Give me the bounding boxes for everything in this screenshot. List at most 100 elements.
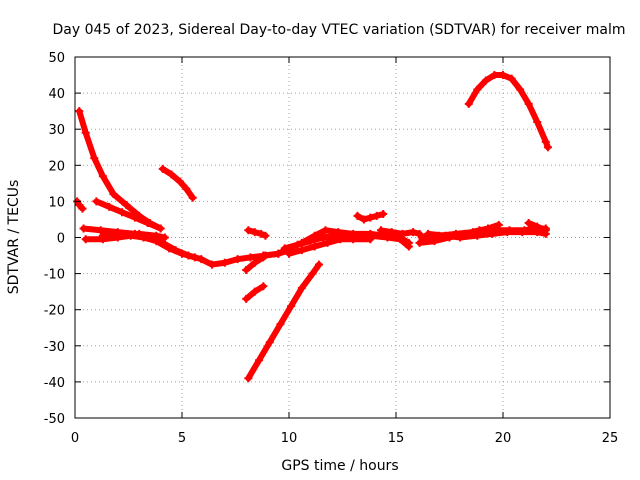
data-point [417,233,426,242]
y-tick-label: 10 [48,195,65,210]
x-tick-label: 0 [71,431,79,446]
y-tick-label: -30 [44,340,65,355]
data-point [79,224,88,233]
data-point [481,76,490,85]
data-point [349,235,358,244]
data-point [409,228,418,237]
data-point [473,85,482,94]
series-track-15 [353,210,388,224]
data-point [160,233,169,242]
data-point [130,213,139,222]
data-point [543,143,552,152]
data-point [135,229,144,238]
data-point [152,231,161,240]
data-point [464,99,473,108]
data-point [259,251,268,260]
data-point [261,231,270,240]
data-point [387,228,396,237]
data-point [244,226,253,235]
data-point [293,240,302,249]
data-point [188,193,197,202]
data-point [244,374,253,383]
data-point [366,213,375,222]
y-tick-label: 50 [48,51,65,66]
data-point [377,226,386,235]
data-point [524,219,533,228]
data-point [182,184,191,193]
data-point [250,258,259,267]
y-tick-label: -10 [44,268,65,283]
data-point [118,208,127,217]
data-point [490,71,499,80]
data-point [366,235,375,244]
data-point [398,229,407,238]
data-point [541,137,550,146]
data-point [233,255,242,264]
data-point [109,190,118,199]
axis-ticks: 0 5 10 15 20 25 -50 -40 -30 -20 -10 0 10 20 30 40 50 [44,51,619,446]
data-point [484,224,493,233]
y-tick-label: 30 [48,123,65,138]
data-point [319,233,328,242]
data-point [96,226,105,235]
data-point [321,226,330,235]
x-tick-label: 5 [178,431,186,446]
series-line [465,72,551,151]
x-tick-label: 20 [495,431,512,446]
x-tick-label: 15 [388,431,405,446]
data-point [118,229,127,238]
data-point [246,253,255,262]
data-point [336,235,345,244]
series-track-4 [158,164,197,202]
data-point [499,71,507,80]
data-point [518,228,527,237]
x-tick-label: 10 [281,431,298,446]
y-tick-label: -40 [44,376,65,391]
data-point [372,211,381,220]
data-point [353,211,362,220]
data-point [524,99,533,108]
data-point [396,235,405,244]
y-tick-label: 20 [48,159,65,174]
data-point [276,320,285,329]
data-point [516,85,525,94]
data-point [250,228,259,237]
series-track-20 [524,219,550,235]
data-point [92,197,101,206]
data-point [379,210,388,219]
data-series [73,71,552,383]
y-tick-label: 40 [48,87,65,102]
x-axis-title: GPS time / hours [281,458,398,474]
data-point [255,356,264,365]
series-track-16 [377,226,424,238]
data-point [81,128,90,137]
data-point [75,107,84,116]
series-track-10 [242,282,268,303]
data-point [167,170,176,179]
data-point [287,302,296,311]
data-point [156,224,165,233]
series-track-7 [98,229,169,242]
data-point [285,249,293,258]
y-tick-label: -50 [44,412,65,427]
series-line [159,165,196,201]
series-track-6 [81,231,199,262]
data-point [78,204,87,213]
data-point [98,231,107,240]
data-point [541,226,550,235]
series-track-3 [92,197,165,233]
data-point [441,231,450,240]
data-point [220,258,229,267]
series-line [245,261,322,382]
series-track-21 [464,71,552,152]
data-point [81,235,90,244]
data-point [507,74,516,83]
data-point [257,229,266,238]
data-point [274,249,283,258]
data-point [306,237,315,246]
data-point [207,260,216,269]
chart-title: Day 045 of 2023, Sidereal Day-to-day VTE… [53,22,626,38]
data-point [503,228,512,237]
data-point [178,249,186,258]
data-point [259,282,268,291]
